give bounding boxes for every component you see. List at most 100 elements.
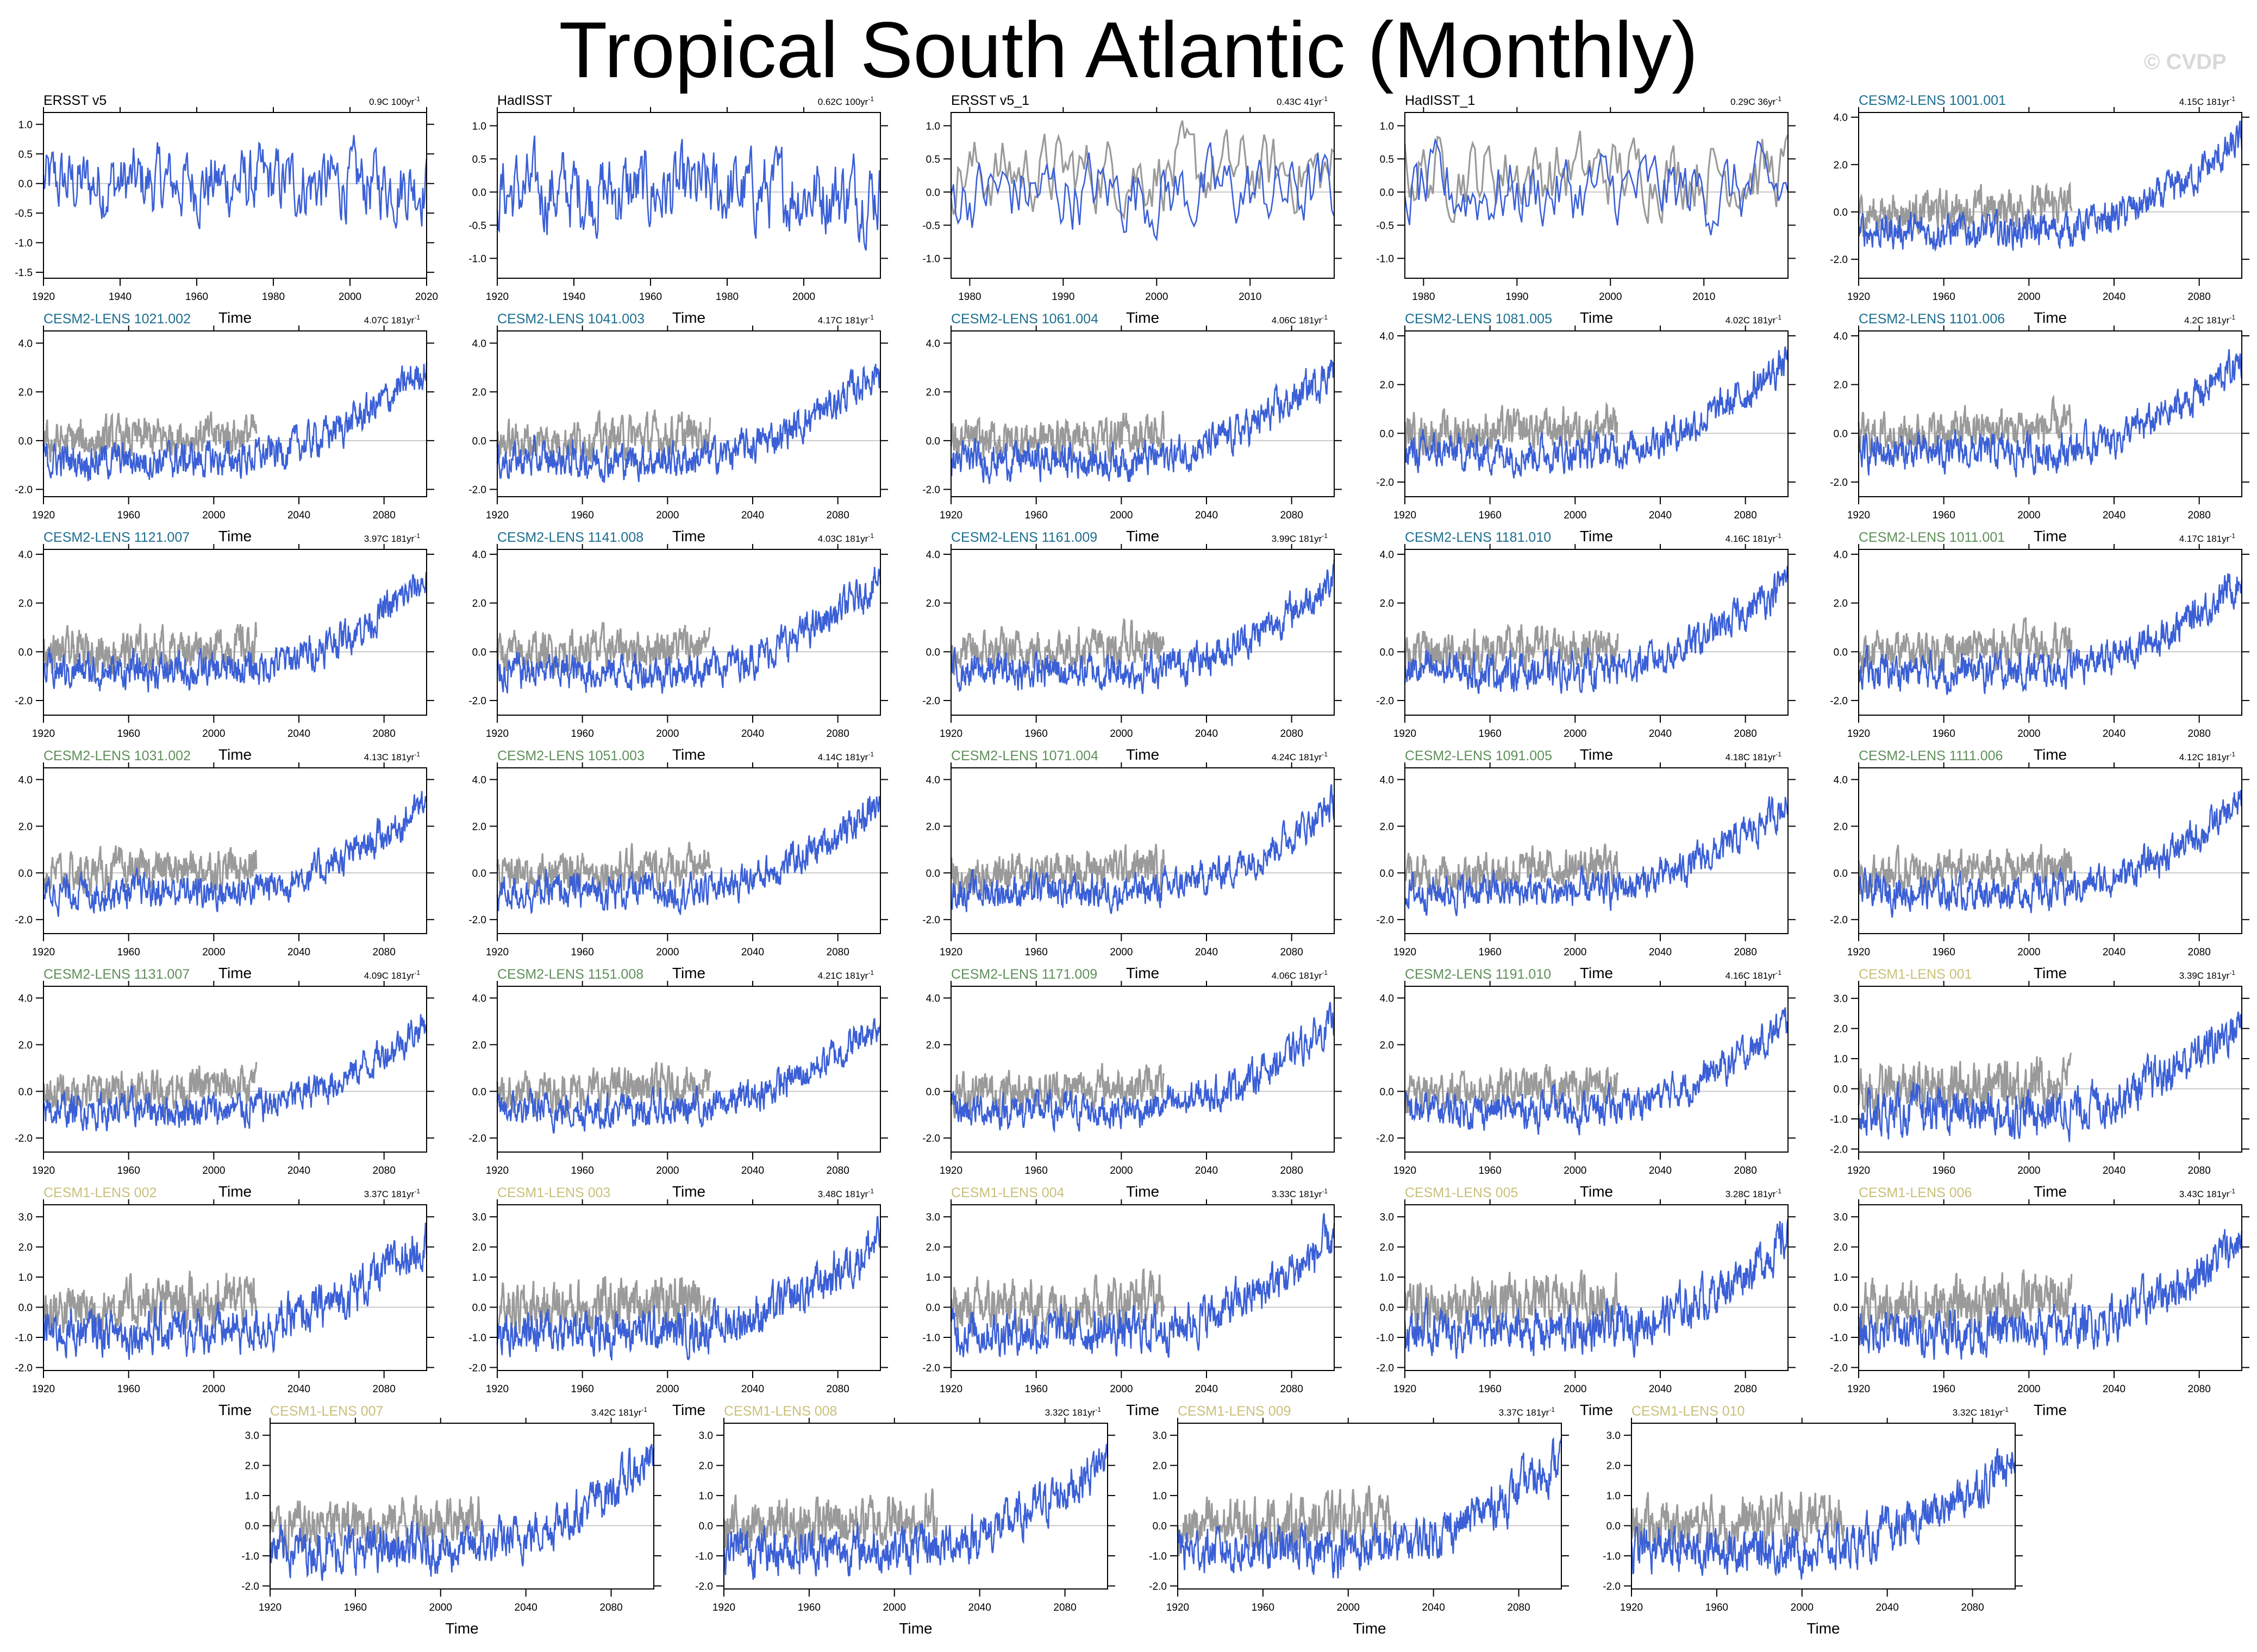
panel: CESM1-LENS 008 3.32C 181yr-1 -2.0 -1.0 0.0 1.… xyxy=(695,1404,1115,1637)
observation-series-line xyxy=(950,843,1165,898)
trend-label: 4.21C 181yr-1 xyxy=(818,969,874,981)
x-tick-label: 1980 xyxy=(262,291,285,303)
x-tick-label: 2000 xyxy=(1110,1165,1133,1177)
plot-frame xyxy=(43,767,427,934)
x-tick-label: 1920 xyxy=(940,1384,962,1395)
y-tick-label: 3.0 xyxy=(245,1430,259,1442)
y-tick-label: -2.0 xyxy=(1376,477,1394,489)
x-tick-label: 2000 xyxy=(1564,1165,1586,1177)
x-axis-label: Time xyxy=(672,1401,705,1418)
x-tick-label: 1920 xyxy=(712,1602,735,1613)
x-tick-label: 1960 xyxy=(1933,510,1955,521)
x-tick-label: 2000 xyxy=(1791,1602,1814,1613)
x-tick-label: 1960 xyxy=(1479,728,1502,740)
panel: CESM2-LENS 1161.009 3.99C 181yr-1 -2.0 0.0 2… xyxy=(922,530,1342,763)
trend-label: 4.2C 181yr-1 xyxy=(2184,314,2235,326)
x-tick-label: 1960 xyxy=(1025,1384,1048,1395)
trend-label: 3.37C 181yr-1 xyxy=(1499,1406,1555,1418)
x-axis-label: Time xyxy=(1580,1401,1613,1418)
y-tick-label: 4.0 xyxy=(18,774,33,786)
x-axis-label: Time xyxy=(218,965,252,981)
x-axis-label: Time xyxy=(1126,746,1159,763)
panel: CESM1-LENS 003 3.48C 181yr-1 -2.0 -1.0 0.0 1.… xyxy=(468,1185,888,1418)
panel-title: CESM2-LENS 1051.003 xyxy=(497,748,645,764)
plot-frame xyxy=(1177,1423,1562,1590)
simulated-series-line xyxy=(1404,566,1789,694)
panel-title: CESM2-LENS 1181.010 xyxy=(1405,530,1551,545)
x-tick-label: 2040 xyxy=(287,510,310,521)
x-tick-label: 2000 xyxy=(1599,291,1622,303)
x-tick-label: 2040 xyxy=(1649,510,1672,521)
x-tick-label: 2040 xyxy=(1195,947,1218,958)
x-tick-label: 1920 xyxy=(32,728,55,740)
x-axis-label: Time xyxy=(1126,965,1159,981)
x-tick-label: 1920 xyxy=(1393,510,1416,521)
simulated-series-line xyxy=(1630,1448,2016,1580)
x-tick-label: 2080 xyxy=(827,947,849,958)
panel-title: CESM2-LENS 1071.004 xyxy=(951,748,1098,764)
x-axis-label: Time xyxy=(2034,746,2067,763)
panel-title: CESM1-LENS 009 xyxy=(1178,1404,1291,1419)
x-tick-label: 1920 xyxy=(1620,1602,1643,1613)
x-tick-label: 1920 xyxy=(940,728,962,740)
x-axis-label: Time xyxy=(899,1620,932,1637)
plot-frame xyxy=(270,1423,654,1590)
x-tick-label: 1960 xyxy=(1479,1165,1502,1177)
y-tick-label: 2.0 xyxy=(926,387,940,398)
y-tick-label: -2.0 xyxy=(1830,477,1848,489)
simulated-series-line xyxy=(1404,1218,1789,1359)
x-tick-label: 2080 xyxy=(1280,510,1303,521)
y-tick-label: -1.0 xyxy=(695,1551,713,1562)
panel: CESM2-LENS 1071.004 4.24C 181yr-1 -2.0 0.0 2… xyxy=(922,748,1342,981)
trend-label: 4.16C 181yr-1 xyxy=(1725,532,1782,544)
x-tick-label: 2000 xyxy=(1564,947,1586,958)
x-tick-label: 2040 xyxy=(1876,1602,1899,1613)
y-tick-label: -2.0 xyxy=(241,1581,259,1592)
x-tick-label: 2040 xyxy=(1195,1165,1218,1177)
y-tick-label: 4.0 xyxy=(472,549,486,561)
x-tick-label: 2040 xyxy=(1195,728,1218,740)
y-tick-label: 2.0 xyxy=(1153,1461,1167,1472)
x-tick-label: 1960 xyxy=(1025,728,1048,740)
y-tick-label: 3.0 xyxy=(1834,993,1848,1005)
y-tick-label: 0.0 xyxy=(18,647,33,658)
panel: CESM2-LENS 1081.005 4.02C 181yr-1 -2.0 0.0 2… xyxy=(1376,311,1796,545)
trend-label: 4.12C 181yr-1 xyxy=(2179,750,2236,762)
plot-frame xyxy=(951,112,1335,279)
x-tick-label: 2000 xyxy=(1110,1384,1133,1395)
y-tick-label: 2.0 xyxy=(1834,380,1848,391)
panel-title: CESM2-LENS 1021.002 xyxy=(43,311,191,327)
x-tick-label: 2040 xyxy=(741,1165,764,1177)
plot-frame xyxy=(1858,986,2242,1153)
y-tick-label: 0.0 xyxy=(472,436,486,447)
simulated-series-line xyxy=(496,135,881,251)
panel-title: HadISST_1 xyxy=(1405,93,1475,108)
x-tick-label: 2040 xyxy=(2103,728,2125,740)
panel: CESM2-LENS 1151.008 4.21C 181yr-1 -2.0 0.0 2… xyxy=(468,967,888,1200)
panel: CESM2-LENS 1061.004 4.06C 181yr-1 -2.0 0.0 2… xyxy=(922,311,1342,545)
x-tick-label: 1920 xyxy=(1166,1602,1189,1613)
trend-label: 3.97C 181yr-1 xyxy=(364,532,421,544)
y-tick-label: -1.0 xyxy=(468,253,486,265)
y-tick-label: 3.0 xyxy=(472,1212,486,1223)
simulated-series-line xyxy=(950,1002,1335,1133)
y-tick-label: 0.0 xyxy=(926,647,940,658)
x-tick-label: 2000 xyxy=(1145,291,1168,303)
y-tick-label: -2.0 xyxy=(468,696,486,707)
observation-series-line xyxy=(1858,617,2073,677)
x-axis-label: Time xyxy=(218,746,252,763)
y-tick-label: 1.0 xyxy=(926,121,940,132)
simulated-series-line xyxy=(496,567,881,694)
panel-title: ERSST v5_1 xyxy=(951,93,1029,108)
y-tick-label: 2.0 xyxy=(1380,1040,1394,1051)
y-tick-label: 1.0 xyxy=(1834,1054,1848,1065)
x-tick-label: 1960 xyxy=(1252,1602,1274,1613)
plot-frame xyxy=(1404,112,1789,279)
panel: CESM1-LENS 007 3.42C 181yr-1 -2.0 -1.0 0.0 1.… xyxy=(241,1404,661,1637)
panel-title: CESM2-LENS 1141.008 xyxy=(497,530,643,545)
y-tick-label: 4.0 xyxy=(1834,774,1848,786)
panel-title: CESM1-LENS 003 xyxy=(497,1185,610,1200)
y-tick-label: 4.0 xyxy=(18,338,33,349)
observation-series-line xyxy=(1404,623,1619,678)
